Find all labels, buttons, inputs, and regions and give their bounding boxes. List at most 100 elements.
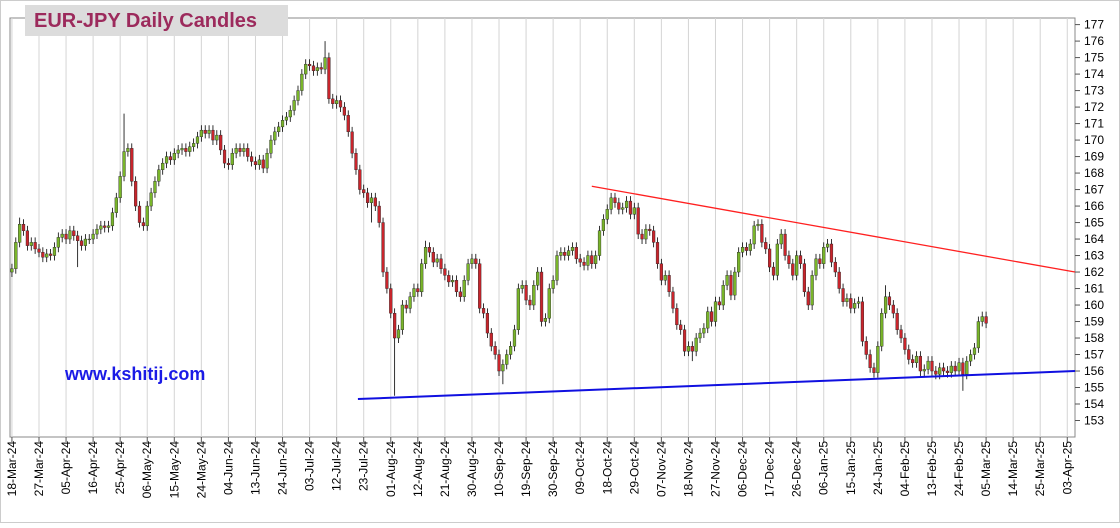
x-tick-label: 29-Oct-24 xyxy=(627,441,641,495)
y-tick-label: 154 xyxy=(1084,397,1104,411)
candle-body xyxy=(775,243,779,276)
candle-body xyxy=(211,129,215,141)
candle-body xyxy=(346,115,350,133)
candle-body xyxy=(188,146,192,152)
candle-body xyxy=(640,233,644,240)
y-tick-label: 165 xyxy=(1084,216,1104,230)
x-tick-label: 24-Jan-25 xyxy=(871,441,885,495)
candle-body xyxy=(257,159,261,166)
candle-body xyxy=(795,255,799,276)
candle-body xyxy=(431,252,435,263)
candle-body xyxy=(768,248,772,268)
candle-body xyxy=(880,313,884,347)
x-tick-label: 23-Jul-24 xyxy=(357,441,371,491)
candle-body xyxy=(918,355,922,372)
candle-body xyxy=(261,159,265,169)
candle-body xyxy=(338,100,343,108)
candle-body xyxy=(520,285,524,289)
candle-body xyxy=(690,346,694,352)
candle-body xyxy=(756,224,760,227)
candle-body xyxy=(551,280,555,289)
candle-body xyxy=(280,120,285,128)
x-tick-label: 30-Aug-24 xyxy=(465,441,479,497)
candle-body xyxy=(273,131,277,141)
x-tick-label: 15-May-24 xyxy=(167,441,181,499)
x-tick-label: 06-Jan-25 xyxy=(817,441,831,495)
candle-body xyxy=(733,271,737,296)
candle-body xyxy=(381,222,385,273)
y-tick-label: 164 xyxy=(1084,232,1104,246)
candle-body xyxy=(79,240,84,246)
candle-body xyxy=(837,271,841,289)
candle-body xyxy=(682,329,687,352)
candle-body xyxy=(675,308,679,326)
candle-body xyxy=(485,313,490,334)
candle-body xyxy=(207,129,211,134)
candle-body xyxy=(176,149,180,154)
candle-body xyxy=(134,181,138,207)
candle-body xyxy=(304,63,308,75)
candle-body xyxy=(972,347,977,355)
y-tick-label: 169 xyxy=(1084,150,1104,164)
candle-body xyxy=(710,311,714,322)
candle-body xyxy=(153,181,157,194)
y-tick-label: 166 xyxy=(1084,199,1104,213)
candle-body xyxy=(389,288,393,314)
candle-body xyxy=(965,360,969,375)
candle-body xyxy=(787,255,791,264)
candle-body xyxy=(957,362,961,372)
candle-body xyxy=(698,332,702,339)
candle-body xyxy=(427,247,432,253)
y-tick-label: 172 xyxy=(1084,100,1104,114)
candle-body xyxy=(976,321,980,349)
x-tick-label: 13-Jun-24 xyxy=(248,441,262,495)
candle-body xyxy=(250,156,254,162)
x-tick-label: 01-Aug-24 xyxy=(384,441,398,497)
candle-body xyxy=(420,263,424,293)
candle-body xyxy=(930,360,934,372)
candle-body xyxy=(810,275,814,306)
candle-body xyxy=(729,275,733,296)
candle-body xyxy=(868,354,872,368)
candle-body xyxy=(860,301,864,342)
candle-body xyxy=(288,110,292,118)
candle-body xyxy=(783,233,787,256)
candle-body xyxy=(667,275,671,293)
candle-body xyxy=(412,288,416,297)
x-tick-label: 21-Aug-24 xyxy=(438,441,452,497)
x-tick-label: 17-Dec-24 xyxy=(763,441,777,497)
x-tick-label: 03-Apr-25 xyxy=(1060,441,1074,495)
candle-body xyxy=(725,275,729,286)
candle-body xyxy=(451,280,455,283)
candle-body xyxy=(876,346,880,373)
candle-body xyxy=(818,258,822,264)
candle-body xyxy=(748,243,752,251)
candle-body xyxy=(872,367,876,373)
candle-body xyxy=(713,301,718,322)
candle-body xyxy=(686,346,691,352)
candle-body xyxy=(547,288,551,319)
candle-body xyxy=(466,263,470,281)
chart-title: EUR-JPY Daily Candles xyxy=(34,10,257,32)
candle-body xyxy=(628,200,633,215)
x-tick-label: 03-Jul-24 xyxy=(303,441,317,491)
candle-body xyxy=(822,247,826,264)
candle-body xyxy=(462,280,466,297)
candle-body xyxy=(99,225,103,230)
candle-body xyxy=(470,258,474,264)
candle-body xyxy=(45,253,49,258)
candle-body xyxy=(949,365,953,373)
candle-body xyxy=(825,243,830,248)
candle-body xyxy=(342,106,346,116)
candle-body xyxy=(296,90,300,101)
candle-body xyxy=(126,148,130,152)
candle-body xyxy=(512,329,517,347)
candle-body xyxy=(184,148,188,152)
candle-body xyxy=(87,238,91,241)
candle-body xyxy=(532,285,536,306)
candle-body xyxy=(238,148,242,152)
candle-body xyxy=(887,296,892,306)
candle-body xyxy=(52,247,57,256)
candle-body xyxy=(137,205,142,223)
